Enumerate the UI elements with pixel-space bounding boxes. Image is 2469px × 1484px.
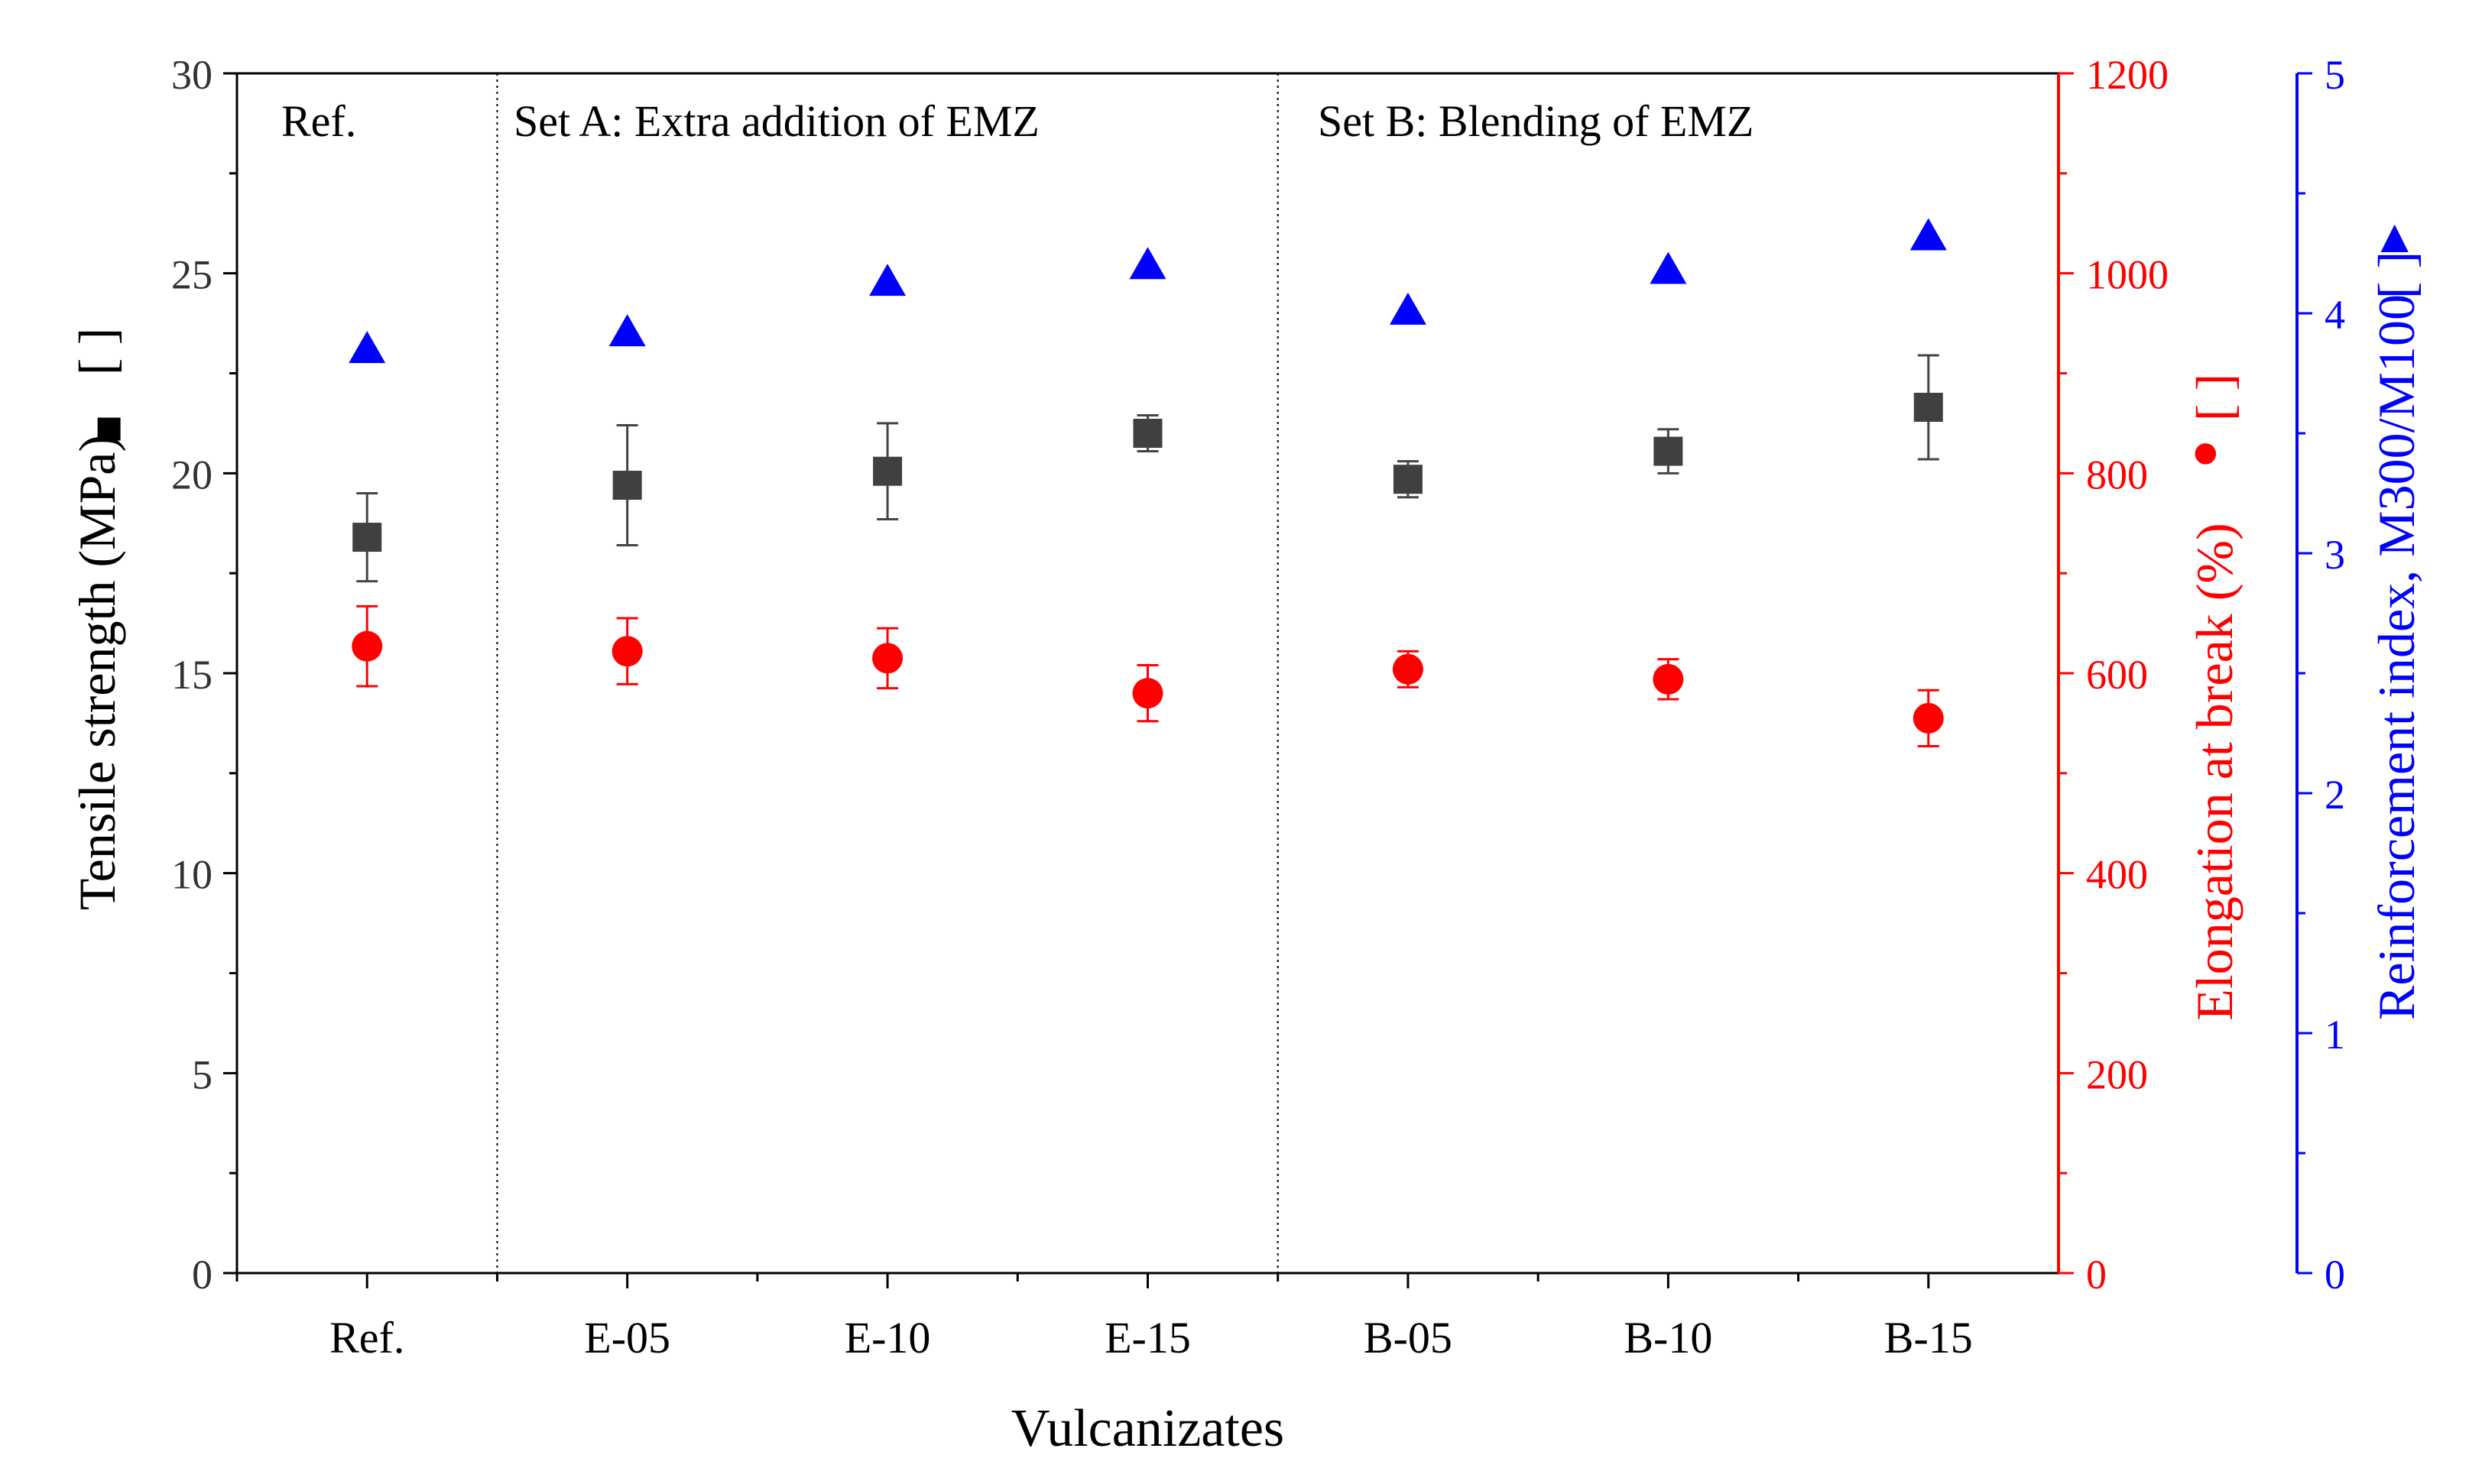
tensile-strength-point: [873, 456, 903, 486]
right-axis-elongation-legend-bracket: [ ]: [2185, 374, 2244, 421]
data-marks: [349, 218, 1947, 748]
right-axis-reinforcement-tick-label: 1: [2325, 1012, 2345, 1058]
right-axis-reinforcement-tick-label: 4: [2325, 292, 2345, 338]
reinforcement-index-point: [1389, 292, 1426, 325]
right-axis-elongation-title: Elongation at break (%): [2185, 523, 2244, 1020]
right-axis-reinforcement-tick-label: 5: [2325, 52, 2345, 98]
elongation-point: [1132, 678, 1163, 709]
left-axis-tick-label: 25: [171, 252, 213, 298]
right-axis-reinforcement-legend-bracket: [ ]: [2367, 251, 2425, 299]
x-axis-tick-label: E-05: [584, 1313, 670, 1362]
tensile-strength-point: [352, 523, 382, 552]
left-axis-title: Tensile strength (MPa): [68, 435, 126, 910]
reinforcement-index-point: [608, 314, 646, 347]
x-axis-tick-label: E-10: [845, 1313, 931, 1362]
right-axis-elongation-tick-label: 800: [2086, 452, 2148, 497]
tensile-strength-point: [1653, 436, 1683, 466]
left-axis-legend-square-icon: ■: [95, 402, 123, 454]
tensile-strength-point: [1393, 465, 1423, 494]
section-label: Set B: Blending of EMZ: [1318, 96, 1754, 146]
right-axis-reinforcement: 0 1 2 3 4 5 Reinforcement index, M300/M100[ ]▲: [2295, 52, 2425, 1298]
elongation-point: [1653, 663, 1684, 695]
section-label: Set A: Extra addition of EMZ: [514, 96, 1040, 146]
left-axis-tick-label: 30: [171, 52, 213, 98]
tensile-strength-point: [1913, 392, 1943, 422]
left-axis-tick-label: 0: [192, 1252, 213, 1298]
tensile-strength-point: [1133, 419, 1163, 448]
right-axis-reinforcement-tick-label: 0: [2325, 1252, 2345, 1298]
section-dividers: Ref. Set A: Extra addition of EMZ Set B: B…: [281, 73, 1754, 1273]
right-axis-elongation-legend-circle-icon: ●: [2191, 424, 2221, 478]
right-axis-elongation: 0 200 400 600 800 1000 1200 Elongation at break…: [2057, 52, 2244, 1298]
elongation-point: [872, 643, 904, 674]
reinforcement-index-point: [349, 331, 386, 364]
left-axis-tick-label: 10: [171, 852, 213, 898]
right-axis-elongation-tick-label: 600: [2086, 652, 2148, 698]
right-axis-elongation-tick-label: 0: [2086, 1252, 2107, 1298]
reinforcement-index-point: [1909, 218, 1947, 251]
tensile-strength-point: [612, 471, 642, 501]
left-axis-tick-label: 5: [192, 1051, 213, 1097]
left-axis-tick-label: 15: [171, 652, 213, 698]
left-axis-legend-bracket: [ ]: [68, 328, 126, 375]
right-axis-reinforcement-tick-label: 2: [2325, 772, 2345, 818]
elongation-point: [1913, 702, 1944, 734]
right-axis-elongation-tick-label: 200: [2086, 1051, 2148, 1097]
right-axis-elongation-tick-label: 400: [2086, 852, 2148, 898]
x-axis-tick-label: B-10: [1624, 1313, 1712, 1362]
left-axis: 0 5 10 15 20 25 30 Tensile strength (MPa) [ ] ■: [68, 52, 237, 1298]
elongation-point: [352, 630, 383, 662]
reinforcement-index-point: [1129, 247, 1166, 280]
x-axis-title: Vulcanizates: [1011, 1399, 1284, 1458]
reinforcement-index-point: [1650, 251, 1687, 284]
right-axis-reinforcement-legend-triangle-icon: ▲: [2371, 211, 2418, 263]
left-axis-tick-label: 20: [171, 452, 213, 497]
reinforcement-index-point: [869, 264, 907, 296]
elongation-point: [612, 636, 643, 667]
elongation-point: [1392, 653, 1423, 685]
x-axis-tick-label: B-05: [1364, 1313, 1452, 1362]
x-axis: Ref. E-05 E-10 E-15 B-05 B-10 B-15 Vulcanizates: [235, 1273, 1973, 1458]
right-axis-reinforcement-title: Reinforcement index, M300/M100: [2367, 294, 2425, 1020]
x-axis-tick-label: E-15: [1105, 1313, 1191, 1362]
right-axis-elongation-tick-label: 1000: [2086, 252, 2169, 298]
right-axis-elongation-tick-label: 1200: [2086, 52, 2169, 98]
x-axis-tick-label: B-15: [1884, 1313, 1973, 1362]
right-axis-reinforcement-tick-label: 3: [2325, 532, 2345, 578]
x-axis-tick-label: Ref.: [329, 1313, 404, 1362]
section-label: Ref.: [281, 96, 356, 146]
